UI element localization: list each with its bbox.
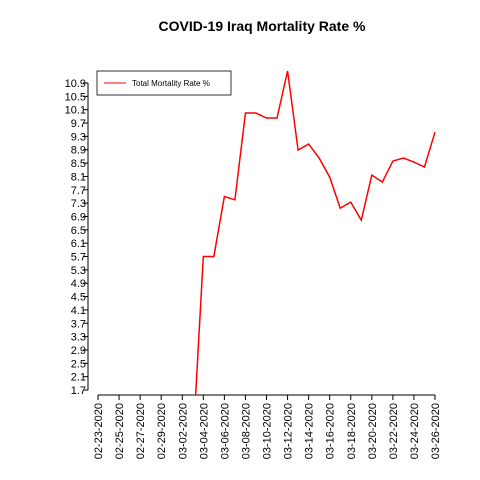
x-tick-label: 02-27-2020	[135, 403, 147, 459]
y-tick-label: 6.1	[71, 238, 86, 250]
y-tick-label: 4.9	[71, 278, 86, 290]
y-tick-label: 3.7	[71, 318, 86, 330]
x-tick-label: 02-29-2020	[156, 403, 168, 459]
x-tick-label: 03-12-2020	[283, 403, 295, 459]
data-line	[194, 70, 436, 395]
y-tick-label: 10.1	[65, 105, 86, 117]
y-tick-label: 5.3	[71, 265, 86, 277]
x-tick-label: 03-16-2020	[325, 403, 337, 459]
y-tick-label: 8.1	[71, 171, 86, 183]
x-tick-label: 03-10-2020	[262, 403, 274, 459]
x-tick-label: 03-26-2020	[430, 403, 442, 459]
y-tick-label: 9.7	[71, 118, 86, 130]
x-tick-label: 03-02-2020	[177, 403, 189, 459]
y-tick-label: 10.5	[65, 91, 86, 103]
y-tick-label: 2.5	[71, 358, 86, 370]
y-tick-label: 9.3	[71, 131, 86, 143]
y-tick-label: 8.9	[71, 145, 86, 157]
y-tick-label: 4.1	[71, 305, 86, 317]
chart-title: COVID-19 Iraq Mortality Rate %	[159, 18, 366, 34]
y-tick-label: 5.7	[71, 252, 86, 264]
x-tick-label: 03-04-2020	[198, 403, 210, 459]
x-tick-label: 03-24-2020	[409, 403, 421, 459]
x-tick-label: 02-25-2020	[114, 403, 126, 459]
x-tick-label: 03-08-2020	[240, 403, 252, 459]
x-tick-label: 03-06-2020	[219, 403, 231, 459]
x-tick-label: 02-23-2020	[93, 403, 105, 459]
y-tick-label: 6.9	[71, 211, 86, 223]
y-tick-label: 1.7	[71, 385, 86, 397]
y-tick-label: 7.7	[71, 185, 86, 197]
x-tick-label: 03-18-2020	[346, 403, 358, 459]
y-tick-label: 4.5	[71, 292, 86, 304]
y-tick-label: 7.3	[71, 198, 86, 210]
y-tick-label: 8.5	[71, 158, 86, 170]
x-tick-label: 03-14-2020	[304, 403, 316, 459]
y-tick-label: 2.9	[71, 345, 86, 357]
y-tick-label: 6.5	[71, 225, 86, 237]
plot-area	[194, 70, 436, 395]
legend-label: Total Mortality Rate %	[132, 79, 210, 88]
x-tick-label: 03-22-2020	[388, 403, 400, 459]
y-tick-label: 2.1	[71, 372, 86, 384]
y-tick-label: 3.3	[71, 332, 86, 344]
y-tick-label: 10.9	[65, 78, 86, 90]
x-tick-label: 03-20-2020	[367, 403, 379, 459]
